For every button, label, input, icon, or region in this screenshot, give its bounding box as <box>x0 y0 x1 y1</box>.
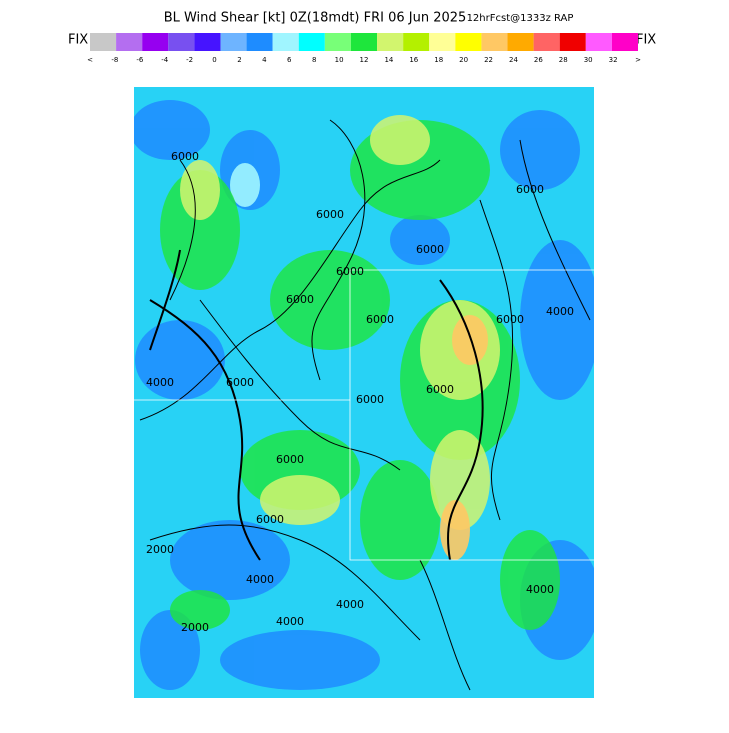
colorbar-tick-label: > <box>635 56 641 64</box>
contour-label: 6000 <box>516 183 544 196</box>
colorbar-swatch <box>220 33 247 51</box>
subtitle: 12hrFcst@1333z RAP <box>467 13 574 24</box>
colorbar-swatch <box>298 33 325 51</box>
colorbar-tick-label: 22 <box>484 56 493 64</box>
contour-label: 6000 <box>171 150 199 163</box>
colorbar-tick-label: -8 <box>111 56 118 64</box>
colorbar-tick-label: 8 <box>312 56 316 64</box>
colorbar-swatch <box>272 33 299 51</box>
colorbar-tick-label: -4 <box>161 56 169 64</box>
colorbar-swatch <box>90 33 117 51</box>
contour-label: 4000 <box>526 583 554 596</box>
colorbar-swatch <box>350 33 378 51</box>
colorbar-tick-label: 24 <box>509 56 518 64</box>
contour-label: 4000 <box>246 573 274 586</box>
colorbar-swatch <box>507 33 534 51</box>
colorbar-tick-label: 2 <box>237 56 241 64</box>
contour-label: 6000 <box>356 393 384 406</box>
colorbar-swatch <box>611 33 638 51</box>
colorbar-tick-label: 10 <box>335 56 344 64</box>
colorbar-swatch <box>168 33 195 51</box>
colorbar-tick-label: 4 <box>262 56 267 64</box>
contour-label: 6000 <box>286 293 314 306</box>
contour-label: 6000 <box>256 513 284 526</box>
colorbar-swatch <box>585 33 612 51</box>
contour-label: 2000 <box>181 621 209 634</box>
contour-label: 4000 <box>146 376 174 389</box>
colorbar: < -8 -6 -4 -2 0 2 4 6 8 10 12 14 16 18 20 22 24 26 28 30 32 > <box>87 33 641 64</box>
colorbar-tick-label: 16 <box>409 56 418 64</box>
title: BL Wind Shear [kt] 0Z(18mdt) FRI 06 Jun … <box>164 11 467 26</box>
colorbar-swatch <box>455 33 482 51</box>
colorbar-swatch <box>403 33 430 51</box>
colorbar-left-label: FIX <box>68 33 88 48</box>
colorbar-swatch <box>324 33 351 51</box>
contour-label: 6000 <box>276 453 304 466</box>
colorbar-tick-label: 18 <box>434 56 443 64</box>
contour-label: 2000 <box>146 543 174 556</box>
contour-label: 6000 <box>366 313 394 326</box>
colorbar-tick-label: 32 <box>609 56 618 64</box>
colorbar-swatch <box>533 33 560 51</box>
colorbar-swatch <box>194 33 221 51</box>
colorbar-tick-label: 20 <box>459 56 468 64</box>
colorbar-tick-label: 30 <box>584 56 593 64</box>
contour-label: 4000 <box>336 598 364 611</box>
colorbar-tick-label: < <box>87 56 93 64</box>
contour-label: 6000 <box>226 376 254 389</box>
colorbar-tick-label: 0 <box>212 56 216 64</box>
colorbar-swatch <box>559 33 586 51</box>
contour-label: 6000 <box>496 313 524 326</box>
colorbar-tick-label: 26 <box>534 56 543 64</box>
colorbar-tick-label: 6 <box>287 56 292 64</box>
colorbar-right-label: FIX <box>636 33 656 48</box>
contour-label: 6000 <box>316 208 344 221</box>
contour-label: 4000 <box>276 615 304 628</box>
contour-label: 6000 <box>416 243 444 256</box>
colorbar-tick-label: -2 <box>186 56 193 64</box>
map: 6000 6000 6000 6000 6000 6000 4000 6000 6000 6000… <box>134 87 594 698</box>
colorbar-tick-label: 28 <box>559 56 568 64</box>
colorbar-swatch <box>142 33 169 51</box>
contour-label: 6000 <box>426 383 454 396</box>
colorbar-swatch <box>481 33 508 51</box>
colorbar-tick-label: 12 <box>360 56 369 64</box>
colorbar-swatch <box>116 33 143 51</box>
contour-label: 6000 <box>336 265 364 278</box>
colorbar-swatch <box>377 33 404 51</box>
colorbar-swatch <box>429 33 456 51</box>
contour-label: 4000 <box>546 305 574 318</box>
colorbar-tick-label: 14 <box>384 56 393 64</box>
colorbar-tick-label: -6 <box>136 56 144 64</box>
colorbar-swatch <box>246 33 273 51</box>
